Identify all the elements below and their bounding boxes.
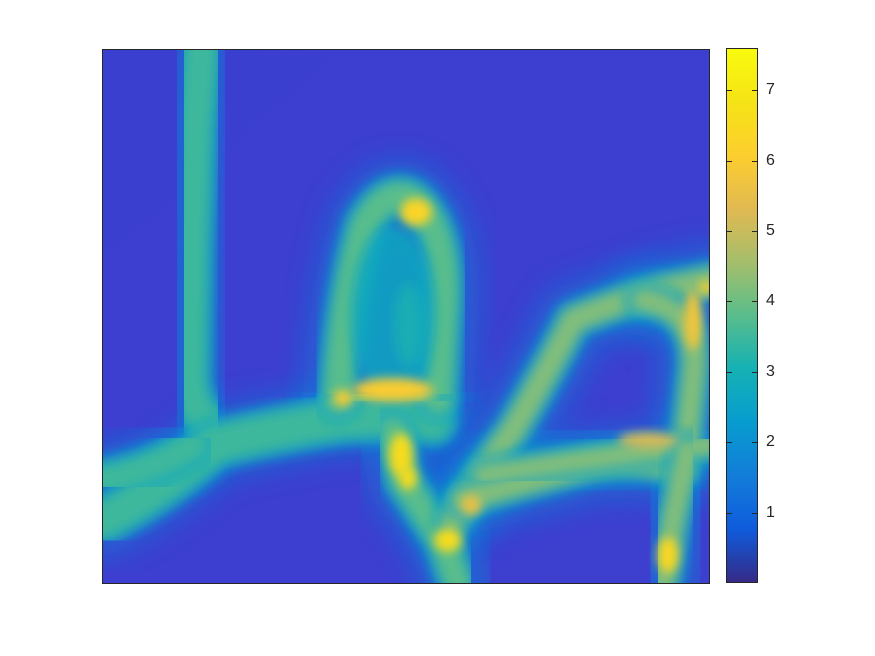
feature-hotspot: [399, 466, 417, 490]
feature-hotspot: [684, 290, 702, 350]
colorbar-tick-label: 4: [766, 292, 775, 309]
feature-hotspot: [389, 433, 413, 477]
feature-hotspot: [434, 528, 462, 552]
colorbar-tick-mark: [727, 372, 732, 373]
colorbar-tick-label: 7: [766, 81, 775, 98]
colorbar: [726, 48, 758, 583]
colorbar-tick-mark: [752, 513, 757, 514]
colorbar-tick-mark: [727, 513, 732, 514]
colorbar-tick-label: 2: [766, 433, 775, 450]
colorbar-tick-mark: [727, 442, 732, 443]
feature-hotspot: [700, 280, 709, 296]
feature-hotspot: [461, 495, 481, 515]
bird-wing: [394, 283, 422, 367]
feature-branch: [472, 434, 709, 486]
colorbar-tick-mark: [752, 231, 757, 232]
colorbar-tick-label: 5: [766, 222, 775, 239]
colorbar-tick-mark: [752, 301, 757, 302]
colorbar-tick-mark: [752, 372, 757, 373]
colorbar-tick-mark: [752, 90, 757, 91]
feature-branch: [323, 181, 459, 415]
feature-hotspot: [353, 378, 433, 402]
colorbar-tick-mark: [727, 301, 732, 302]
colorbar-tick-mark: [752, 442, 757, 443]
heatmap-image: [103, 50, 709, 583]
colorbar-tick-label: 6: [766, 152, 775, 169]
colorbar-tick-mark: [727, 161, 732, 162]
colorbar-tick-mark: [727, 231, 732, 232]
feature-hotspot: [618, 432, 678, 448]
heatmap-panel: [102, 49, 710, 584]
colorbar-tick-mark: [752, 161, 757, 162]
colorbar-tick-label: 1: [766, 504, 775, 521]
feature-hotspot: [400, 198, 432, 226]
feature-hotspot: [333, 390, 353, 406]
feature-hotspot: [658, 537, 678, 573]
colorbar-tick-label: 3: [766, 363, 775, 380]
colorbar-tick-mark: [727, 90, 732, 91]
feature-branch: [103, 430, 208, 495]
heatmap-features: [103, 50, 709, 583]
